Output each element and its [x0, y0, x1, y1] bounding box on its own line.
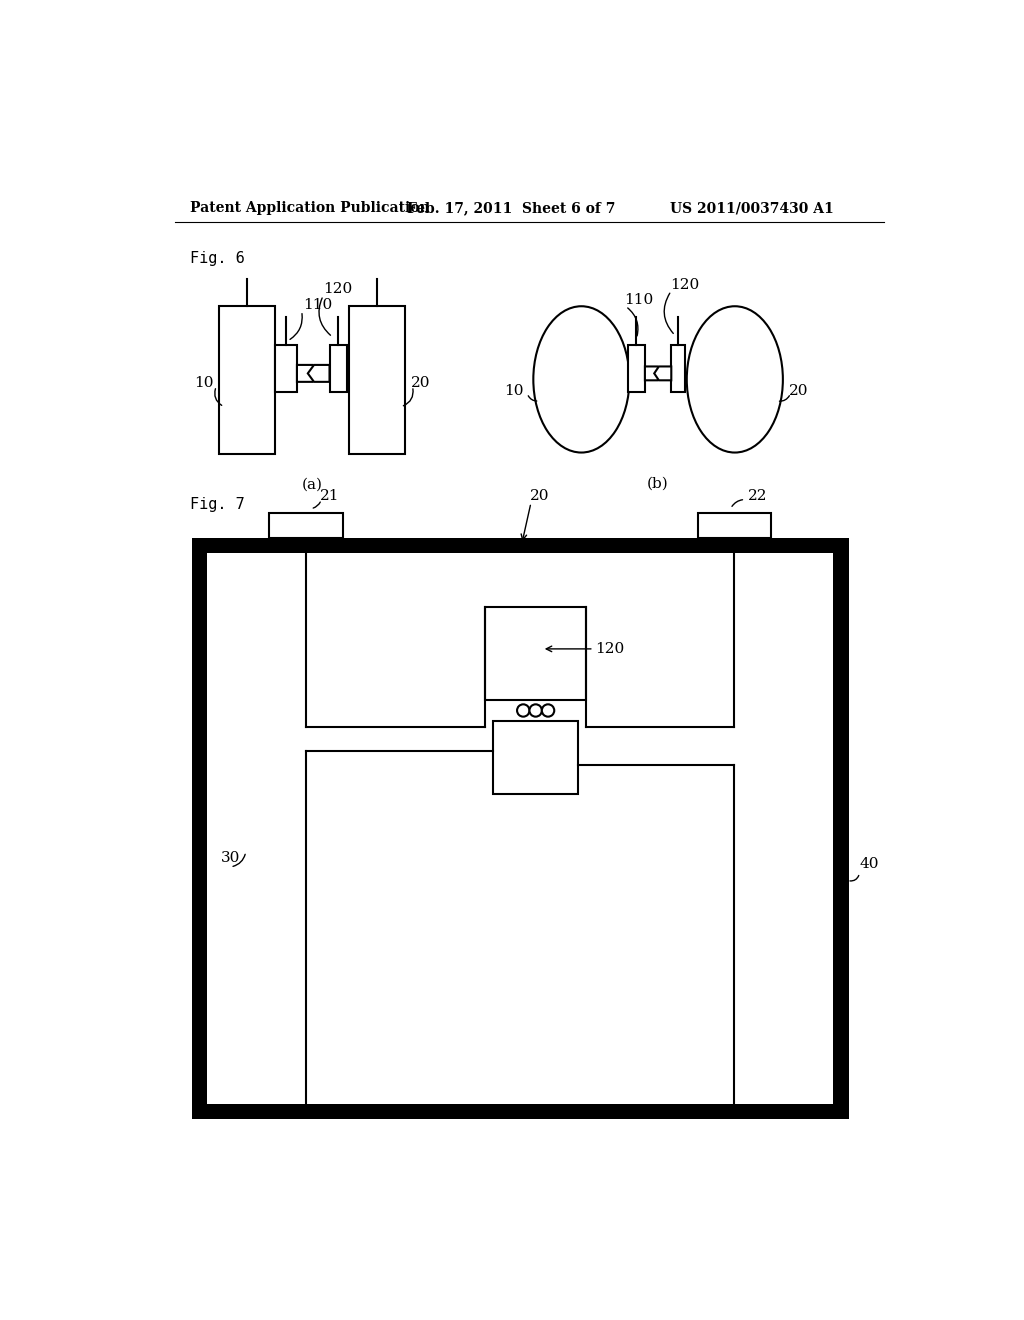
Bar	[349, 306, 404, 454]
Text: (b): (b)	[647, 477, 669, 490]
Text: 20: 20	[529, 490, 549, 503]
Bar	[330, 345, 346, 392]
Bar	[493, 721, 579, 795]
Text: Patent Application Publication: Patent Application Publication	[190, 202, 430, 215]
Bar	[219, 306, 275, 454]
Text: 120: 120	[324, 282, 352, 296]
Text: US 2011/0037430 A1: US 2011/0037430 A1	[671, 202, 835, 215]
Text: 22: 22	[749, 490, 768, 503]
Text: Fig. 7: Fig. 7	[190, 498, 245, 512]
Text: 20: 20	[790, 384, 809, 397]
Bar	[269, 513, 343, 539]
Text: 20: 20	[411, 376, 430, 391]
Text: (a): (a)	[301, 478, 323, 492]
Text: 40: 40	[859, 857, 879, 871]
Text: Feb. 17, 2011  Sheet 6 of 7: Feb. 17, 2011 Sheet 6 of 7	[407, 202, 615, 215]
Polygon shape	[308, 364, 330, 381]
Bar	[697, 513, 771, 539]
Text: 120: 120	[595, 642, 625, 656]
Text: 120: 120	[670, 277, 699, 292]
Bar	[191, 539, 849, 1119]
Bar	[485, 607, 586, 700]
Bar	[628, 345, 645, 392]
Text: 21: 21	[319, 490, 339, 503]
Polygon shape	[297, 364, 318, 381]
Text: Fig. 6: Fig. 6	[190, 251, 245, 267]
Polygon shape	[654, 367, 672, 380]
Polygon shape	[645, 367, 662, 380]
Circle shape	[517, 705, 529, 717]
Bar	[275, 345, 297, 392]
Bar	[672, 345, 685, 392]
Circle shape	[542, 705, 554, 717]
Circle shape	[529, 705, 542, 717]
Text: 110: 110	[624, 293, 653, 308]
Text: 110: 110	[303, 298, 333, 312]
Text: 30: 30	[221, 851, 241, 865]
Ellipse shape	[534, 306, 630, 453]
Ellipse shape	[687, 306, 783, 453]
Bar	[207, 553, 834, 1104]
Text: 10: 10	[194, 376, 213, 391]
Text: 10: 10	[505, 384, 524, 397]
